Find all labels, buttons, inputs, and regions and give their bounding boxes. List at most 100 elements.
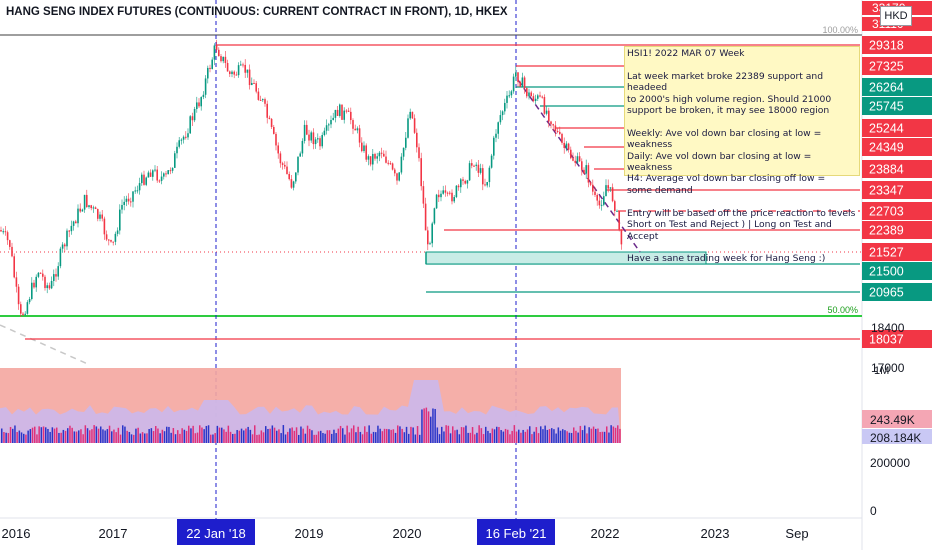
volume-bar	[260, 430, 263, 443]
candle-body	[383, 153, 385, 157]
candle-body	[112, 241, 114, 243]
currency-button[interactable]: HKD	[880, 6, 912, 26]
volume-bar	[304, 433, 307, 443]
volume-bar	[245, 428, 247, 443]
candle-body	[86, 194, 88, 208]
volume-bar	[430, 416, 432, 443]
volume-bar	[278, 429, 280, 443]
candle-body	[233, 71, 235, 75]
volume-bar	[238, 430, 241, 443]
volume-bar	[188, 425, 190, 443]
volume-bar	[280, 433, 282, 443]
candle-body	[374, 153, 376, 159]
candle-body	[398, 172, 400, 181]
volume-bar	[249, 429, 252, 443]
volume-bar	[447, 425, 450, 443]
price-level-label: 24349	[869, 141, 904, 155]
volume-bar	[271, 425, 274, 443]
volume-bar	[5, 432, 7, 443]
volume-bar	[56, 427, 58, 443]
volume-bar	[515, 431, 518, 443]
candle-body	[48, 285, 51, 289]
volume-bar	[564, 430, 566, 443]
volume-bar	[478, 425, 480, 443]
volume-bar	[289, 428, 291, 443]
volume-bar	[588, 427, 590, 443]
volume-bar	[256, 434, 258, 443]
volume-bar	[465, 425, 467, 443]
price-axis-tag	[862, 243, 932, 261]
candle-body	[286, 166, 288, 175]
grey-trend-line	[0, 324, 91, 366]
volume-bar	[612, 426, 615, 443]
volume-bar	[18, 430, 21, 443]
candle-body	[187, 133, 189, 138]
candle-body	[215, 45, 218, 50]
candle-body	[66, 230, 68, 247]
volume-bar	[267, 428, 269, 443]
candle-body	[539, 95, 541, 97]
volume-bar	[346, 425, 348, 443]
candle-body	[345, 110, 348, 112]
x-tick-label: 2019	[295, 526, 324, 541]
price-axis-tag	[862, 97, 932, 115]
annotation-note: HSI1! 2022 MAR 07 Week Lat week market b…	[627, 48, 857, 264]
note-line: HSI1! 2022 MAR 07 Week	[627, 48, 745, 59]
candle-body	[268, 117, 271, 119]
candle-body	[442, 190, 444, 194]
volume-bar	[344, 434, 346, 443]
candle-body	[257, 91, 260, 100]
x-tick-label: 2017	[99, 526, 128, 541]
candle-body	[464, 180, 466, 184]
candle-body	[180, 139, 183, 141]
volume-bar	[3, 432, 5, 443]
volume-bar	[529, 426, 531, 443]
volume-bar	[102, 429, 104, 443]
candle-body	[581, 161, 583, 170]
volume-bar	[122, 425, 124, 443]
candle-body	[607, 185, 609, 189]
candle-body	[530, 92, 532, 97]
candle-body	[330, 119, 332, 125]
volume-bar	[243, 430, 245, 443]
volume-bar	[546, 429, 549, 443]
volume-bar	[386, 428, 388, 443]
volume-bar	[381, 431, 384, 443]
volume-current-tag	[862, 410, 932, 428]
volume-bar	[445, 425, 447, 443]
volume-bar	[295, 427, 298, 443]
volume-bar	[427, 411, 430, 443]
candle-body	[603, 196, 605, 205]
date-highlight-tag	[477, 519, 555, 545]
candle-body	[154, 169, 156, 171]
candle-body	[79, 208, 81, 212]
candle-body	[620, 229, 623, 245]
volume-bar	[196, 432, 199, 443]
volume-bar	[80, 429, 82, 443]
candle-body	[490, 155, 493, 168]
candle-body	[537, 95, 539, 99]
candle-body	[429, 243, 431, 245]
volume-bar	[108, 425, 111, 443]
candle-body	[314, 139, 317, 145]
candle-body	[466, 180, 469, 184]
volume-bar	[390, 429, 392, 443]
candle-body	[589, 182, 592, 185]
volume-bar	[555, 433, 557, 443]
candle-body	[365, 145, 367, 160]
candle-body	[121, 204, 123, 210]
volume-bar	[405, 426, 408, 443]
candle-body	[352, 120, 354, 129]
volume-bar	[597, 428, 599, 443]
candle-body	[273, 127, 275, 134]
candle-body	[169, 170, 172, 172]
volume-bar	[498, 427, 500, 443]
volume-bar	[29, 429, 32, 443]
volume-bar	[322, 433, 324, 443]
candle-body	[508, 95, 510, 97]
candle-body	[396, 173, 398, 181]
volume-bar	[460, 427, 463, 443]
volume-bar	[89, 430, 91, 443]
volume-bar	[339, 425, 342, 443]
volume-bar	[317, 431, 320, 443]
